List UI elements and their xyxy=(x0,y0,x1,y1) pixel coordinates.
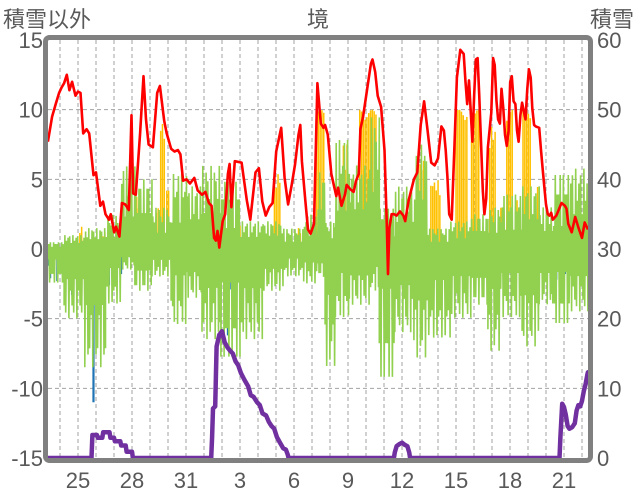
temperature-line xyxy=(48,48,588,276)
svg-text:12: 12 xyxy=(390,468,414,493)
svg-text:5: 5 xyxy=(31,167,43,192)
svg-text:9: 9 xyxy=(342,468,354,493)
svg-text:15: 15 xyxy=(19,28,43,53)
svg-text:3: 3 xyxy=(234,468,246,493)
svg-text:18: 18 xyxy=(498,468,522,493)
plot-area xyxy=(48,40,588,458)
svg-text:25: 25 xyxy=(66,468,90,493)
svg-text:40: 40 xyxy=(597,167,621,192)
left-axis-title: 積雪以外 xyxy=(3,7,92,32)
svg-text:50: 50 xyxy=(597,98,621,123)
snow-depth-line xyxy=(48,328,588,458)
svg-text:60: 60 xyxy=(597,28,621,53)
svg-text:0: 0 xyxy=(597,446,609,471)
svg-text:6: 6 xyxy=(288,468,300,493)
station-title: 境 xyxy=(306,7,329,32)
svg-text:10: 10 xyxy=(597,376,621,401)
svg-text:-15: -15 xyxy=(11,446,43,471)
svg-text:20: 20 xyxy=(597,307,621,332)
right-axis-title: 積雪 xyxy=(589,7,634,32)
svg-text:-5: -5 xyxy=(23,307,43,332)
svg-text:15: 15 xyxy=(444,468,468,493)
svg-text:0: 0 xyxy=(31,237,43,262)
svg-text:21: 21 xyxy=(552,468,576,493)
svg-text:28: 28 xyxy=(120,468,144,493)
svg-text:30: 30 xyxy=(597,237,621,262)
svg-text:10: 10 xyxy=(19,98,43,123)
gust-line xyxy=(48,117,588,377)
svg-text:-10: -10 xyxy=(11,376,43,401)
svg-text:31: 31 xyxy=(174,468,198,493)
